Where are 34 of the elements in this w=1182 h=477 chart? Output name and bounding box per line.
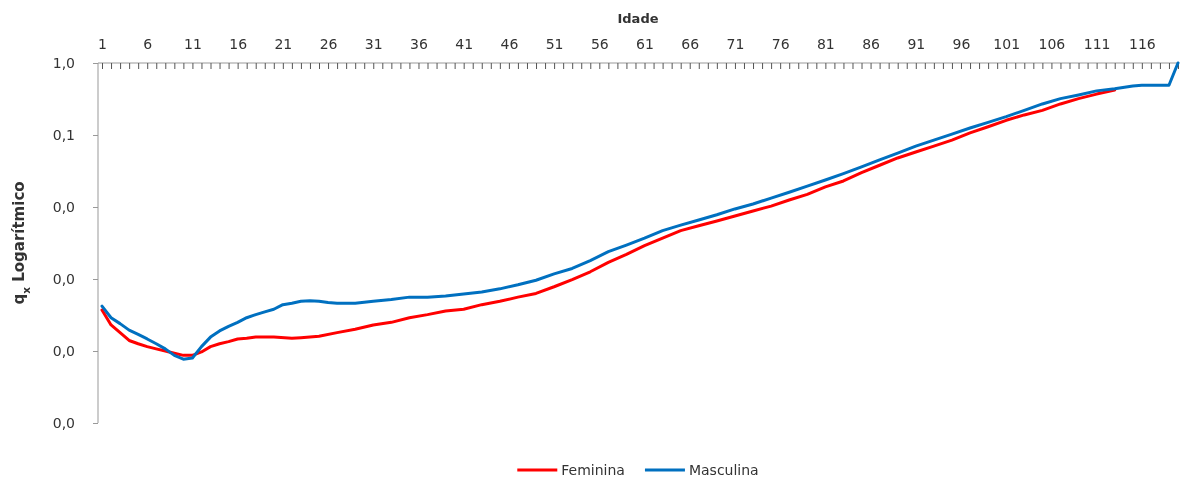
x-tick-label: 101 <box>993 36 1021 52</box>
x-tick-label: 106 <box>1038 36 1066 52</box>
x-tick-label: 116 <box>1128 36 1156 52</box>
x-tick-label: 61 <box>636 36 654 52</box>
x-tick-label: 66 <box>681 36 700 52</box>
x-tick-label: 71 <box>726 36 745 52</box>
x-axis-title: Idade <box>617 11 659 26</box>
x-tick-label: 76 <box>771 36 790 52</box>
x-tick-label: 96 <box>952 36 971 52</box>
x-tick-label: 46 <box>500 36 519 52</box>
line-series <box>100 88 1117 357</box>
x-tick-label: 16 <box>229 36 248 52</box>
x-tick-label: 86 <box>862 36 881 52</box>
x-tick-label: 56 <box>590 36 609 52</box>
y-tick-label: 0,0 <box>52 270 75 287</box>
x-tick-label: 11 <box>184 36 202 52</box>
x-tick-label: 36 <box>410 36 428 52</box>
x-tick-label: 6 <box>143 36 153 52</box>
x-tick-label: 91 <box>907 36 926 52</box>
y-tick-label: 1,0 <box>52 54 75 71</box>
x-tick-label: 1 <box>98 36 107 52</box>
y-tick-label: 0,0 <box>52 414 75 431</box>
legend-label: Masculina <box>688 462 759 477</box>
x-tick-label: 111 <box>1083 36 1111 52</box>
x-tick-label: 26 <box>319 36 338 52</box>
x-tick-label: 31 <box>364 36 383 52</box>
y-tick-label: 0,0 <box>52 198 75 215</box>
y-tick-label: 0,1 <box>52 126 75 143</box>
x-tick-label: 81 <box>816 36 835 52</box>
legend-label: Feminina <box>561 462 625 477</box>
x-tick-label: 41 <box>455 36 474 52</box>
x-tick-label: 51 <box>545 36 564 52</box>
y-tick-label: 0,0 <box>52 342 75 359</box>
x-tick-label: 21 <box>274 36 293 52</box>
